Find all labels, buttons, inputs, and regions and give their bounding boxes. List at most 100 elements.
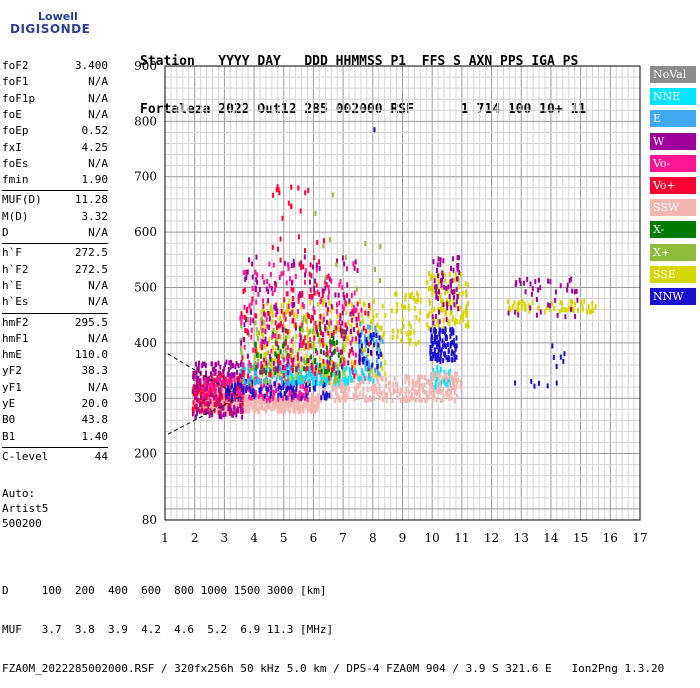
echo-point-sse bbox=[408, 329, 411, 335]
echo-point-w bbox=[324, 285, 327, 291]
param-row: yF2 38.3 bbox=[2, 363, 108, 379]
echo-point-x- bbox=[268, 379, 271, 385]
echo-point-vo- bbox=[286, 395, 289, 401]
echo-point-sse bbox=[336, 320, 339, 325]
echo-point-sse bbox=[453, 277, 456, 283]
echo-point-ssw bbox=[449, 387, 452, 392]
echo-point-vo- bbox=[287, 262, 290, 268]
echo-point-ssw bbox=[352, 392, 355, 398]
echo-point-sse bbox=[462, 317, 464, 323]
echo-point-vo- bbox=[250, 327, 253, 333]
echo-point-w bbox=[196, 384, 199, 390]
echo-point-ssw bbox=[357, 395, 360, 401]
echo-point-ssw bbox=[289, 409, 292, 415]
echo-point-sse bbox=[313, 343, 316, 349]
echo-point-nne bbox=[321, 374, 324, 380]
echo-point-nnw bbox=[377, 353, 380, 359]
echo-point-w bbox=[207, 401, 210, 407]
echo-point-sse bbox=[465, 323, 468, 329]
echo-point-w bbox=[576, 297, 579, 303]
echo-point-sse bbox=[300, 365, 303, 371]
echo-point-ssw bbox=[393, 375, 396, 381]
echo-point-sse bbox=[337, 326, 340, 332]
footer-distance-row: D 100 200 400 600 800 1000 1500 3000 [km… bbox=[2, 584, 327, 597]
echo-point-ssw bbox=[431, 395, 434, 401]
echo-point-sse bbox=[571, 299, 574, 305]
echo-point-e bbox=[367, 359, 370, 365]
echo-point-ssw bbox=[424, 397, 427, 403]
legend-item-x-: X+ bbox=[650, 243, 696, 261]
echo-point-sse bbox=[402, 323, 405, 329]
echo-point-ssw bbox=[449, 371, 452, 377]
echo-point-sse bbox=[415, 314, 418, 320]
echo-point-vo- bbox=[269, 372, 272, 378]
echo-point-nne bbox=[345, 365, 348, 371]
echo-point-sse bbox=[548, 307, 551, 312]
echo-point-sse bbox=[417, 297, 419, 303]
echo-point-sse bbox=[551, 301, 554, 307]
echo-point-x- bbox=[318, 363, 321, 369]
echo-point-vo- bbox=[220, 385, 223, 391]
echo-point-nnw bbox=[437, 353, 440, 358]
echo-point-ssw bbox=[295, 402, 298, 408]
echo-point-vo- bbox=[339, 323, 342, 329]
echo-point-x- bbox=[258, 330, 261, 336]
echo-point-vo- bbox=[279, 322, 282, 328]
echo-point-nnw bbox=[431, 355, 434, 361]
echo-point-sse bbox=[464, 289, 467, 295]
echo-point-w bbox=[244, 317, 247, 323]
echo-point-nnw bbox=[455, 354, 458, 360]
echo-point-vo- bbox=[307, 390, 309, 396]
echo-point-vo- bbox=[262, 394, 265, 400]
echo-point-sse bbox=[271, 357, 274, 363]
echo-point-sse bbox=[419, 298, 422, 303]
echo-point-x- bbox=[321, 379, 324, 385]
echo-point-x- bbox=[331, 192, 334, 198]
echo-point-w bbox=[198, 378, 201, 384]
echo-point-sse bbox=[442, 307, 445, 313]
param-name: hmF2 bbox=[2, 315, 29, 329]
echo-point-ssw bbox=[417, 386, 420, 392]
echo-point-w bbox=[270, 285, 273, 291]
echo-point-nnw bbox=[376, 364, 379, 370]
echo-point-w bbox=[281, 327, 284, 333]
echo-point-sse bbox=[581, 304, 584, 310]
echo-point-vo- bbox=[284, 340, 287, 346]
echo-point-vo- bbox=[204, 387, 207, 392]
echo-point-ssw bbox=[298, 404, 300, 410]
echo-point-vo- bbox=[238, 372, 241, 378]
param-separator bbox=[2, 312, 108, 314]
echo-point-vo- bbox=[314, 371, 317, 377]
echo-point-w bbox=[328, 276, 331, 282]
echo-point-ssw bbox=[435, 371, 438, 377]
echo-point-sse bbox=[362, 318, 364, 324]
echo-point-w bbox=[230, 359, 233, 365]
echo-point-x- bbox=[364, 241, 367, 247]
echo-point-w bbox=[195, 403, 198, 409]
echo-point-x- bbox=[241, 379, 244, 384]
echo-point-x- bbox=[257, 358, 259, 364]
echo-point-sse bbox=[294, 375, 297, 381]
param-row: M(D) 3.32 bbox=[2, 209, 108, 225]
echo-point-vo- bbox=[250, 395, 253, 401]
echo-point-sse bbox=[315, 320, 318, 326]
echo-point-nne bbox=[347, 380, 350, 386]
echo-point-sse bbox=[448, 302, 451, 307]
echo-point-sse bbox=[432, 317, 435, 322]
echo-point-e bbox=[367, 373, 370, 378]
echo-point-nnw bbox=[282, 380, 284, 386]
echo-point-sse bbox=[318, 356, 321, 362]
echo-point-e bbox=[253, 364, 256, 370]
echo-point-nnw bbox=[437, 341, 439, 347]
echo-point-nnw bbox=[258, 387, 261, 393]
echo-point-x- bbox=[281, 354, 284, 360]
echo-point-nne bbox=[312, 380, 314, 386]
y-tick-label: 700 bbox=[134, 170, 157, 184]
echo-point-sse bbox=[517, 302, 519, 308]
echo-point-vo- bbox=[268, 261, 271, 267]
echo-point-w bbox=[194, 395, 197, 400]
echo-point-vo- bbox=[351, 309, 354, 315]
echo-point-w bbox=[300, 356, 303, 362]
echo-point-sse bbox=[371, 309, 374, 315]
echo-point-sse bbox=[361, 346, 364, 352]
